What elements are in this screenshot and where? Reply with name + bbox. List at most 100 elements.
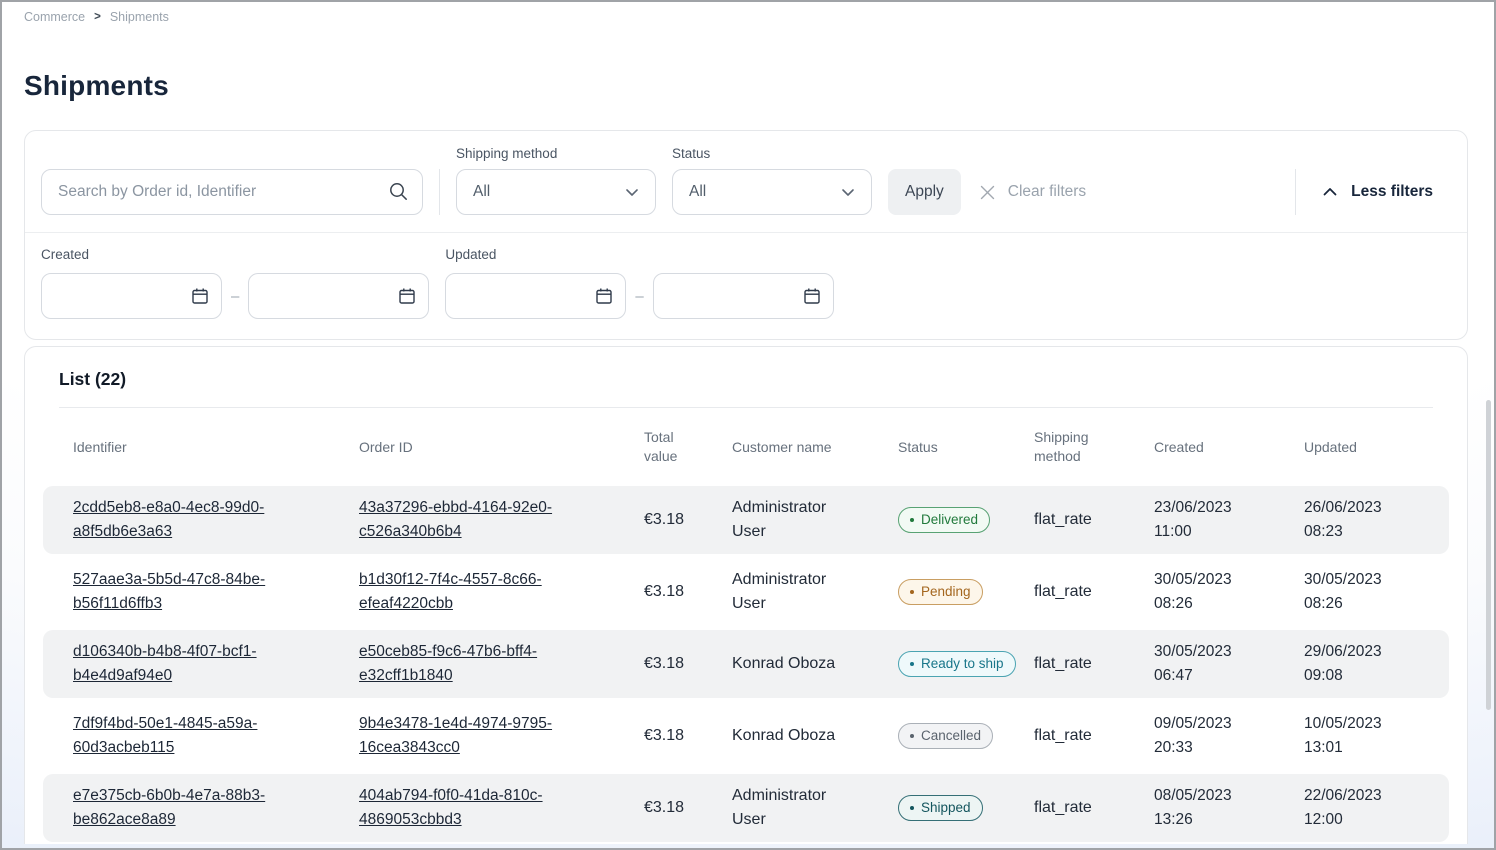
customer-name: Administrator User	[732, 571, 827, 612]
identifier-link[interactable]: d106340b-b4b8-4f07-bcf1-b4e4d9af94e0	[73, 643, 257, 684]
created-cell: 30/05/2023 06:47	[1154, 640, 1304, 688]
created-date-filter: Created –	[41, 247, 430, 339]
created-time: 20:33	[1154, 739, 1193, 756]
shipping-method-select[interactable]: All	[456, 169, 656, 215]
col-order-id: Order ID	[359, 438, 413, 455]
order-id-link[interactable]: 9b4e3478-1e4d-4974-9795-16cea3843cc0	[359, 715, 553, 756]
created-date: 30/05/2023	[1154, 571, 1232, 588]
updated-cell: 22/06/2023 12:00	[1304, 784, 1433, 832]
filters-divider	[439, 169, 440, 215]
status-cell: Shipped	[898, 795, 1034, 821]
status-filter: Status All	[672, 146, 872, 215]
calendar-icon[interactable]	[190, 286, 210, 306]
customer-name: Konrad Oboza	[732, 727, 836, 744]
clear-filters-label: Clear filters	[1007, 183, 1087, 200]
total-value: €3.18	[644, 655, 685, 672]
identifier-link[interactable]: 2cdd5eb8-e8a0-4ec8-99d0-a8f5db6e3a63	[73, 499, 265, 540]
identifier-link[interactable]: 527aae3a-5b5d-47c8-84be-b56f11d6ffb3	[73, 571, 266, 612]
table-header: Identifier Order ID Total value Customer…	[43, 408, 1449, 486]
updated-date: 30/05/2023	[1304, 571, 1382, 588]
status-badge: Ready to ship	[898, 651, 1016, 677]
search-field	[41, 169, 423, 215]
chevron-up-icon	[1320, 182, 1340, 202]
status-badge: Pending	[898, 579, 983, 605]
col-status: Status	[898, 438, 938, 455]
breadcrumb-shipments[interactable]: Shipments	[109, 10, 169, 24]
status-badge-label: Shipped	[921, 800, 971, 815]
table-row: 2cdd5eb8-e8a0-4ec8-99d0-a8f5db6e3a63 43a…	[43, 486, 1449, 554]
calendar-icon[interactable]	[594, 286, 614, 306]
status-cell: Delivered	[898, 507, 1034, 533]
identifier-link[interactable]: e7e375cb-6b0b-4e7a-88b3-be862ace8a89	[73, 787, 266, 828]
search-icon[interactable]	[388, 181, 409, 202]
order-id-link[interactable]: b1d30f12-7f4c-4557-8c66-efeaf4220cbb	[359, 571, 542, 612]
created-cell: 08/05/2023 13:26	[1154, 784, 1304, 832]
search-input[interactable]	[41, 169, 423, 215]
chevron-down-icon	[839, 183, 857, 201]
vertical-scrollbar[interactable]	[1486, 400, 1491, 710]
calendar-icon[interactable]	[397, 286, 417, 306]
status-dot-icon	[910, 733, 914, 738]
less-filters-toggle[interactable]: Less filters	[1320, 169, 1433, 215]
customer-name: Administrator User	[732, 499, 827, 540]
updated-from-input[interactable]	[445, 273, 627, 319]
total-value: €3.18	[644, 511, 685, 528]
range-dash: –	[231, 287, 240, 305]
page-title: Shipments	[24, 70, 169, 101]
created-from-input[interactable]	[41, 273, 222, 319]
created-label: Created	[41, 247, 90, 262]
shipping-method: flat_rate	[1034, 799, 1092, 816]
created-time: 06:47	[1154, 667, 1193, 684]
updated-time: 08:23	[1304, 523, 1343, 540]
order-id-link[interactable]: 404ab794-f0f0-41da-810c-4869053cbbd3	[359, 787, 543, 828]
order-id-link[interactable]: e50ceb85-f9c6-47b6-bff4-e32cff1b1840	[359, 643, 538, 684]
updated-cell: 26/06/2023 08:23	[1304, 496, 1433, 544]
status-cell: Pending	[898, 579, 1034, 605]
created-date: 30/05/2023	[1154, 643, 1232, 660]
table-body: 2cdd5eb8-e8a0-4ec8-99d0-a8f5db6e3a63 43a…	[43, 486, 1449, 842]
updated-time: 13:01	[1304, 739, 1343, 756]
updated-time: 08:26	[1304, 595, 1343, 612]
list-divider	[59, 407, 1433, 408]
calendar-icon[interactable]	[802, 286, 822, 306]
created-time: 11:00	[1154, 523, 1192, 540]
shipping-method-filter: Shipping method All	[456, 146, 656, 215]
col-created: Created	[1154, 438, 1204, 455]
updated-label: Updated	[445, 247, 497, 262]
created-date: 09/05/2023	[1154, 715, 1232, 732]
created-date: 23/06/2023	[1154, 499, 1232, 516]
status-select[interactable]: All	[672, 169, 872, 215]
created-to-input[interactable]	[248, 273, 430, 319]
order-id-link[interactable]: 43a37296-ebbd-4164-92e0-c526a340b6b4	[359, 499, 553, 540]
breadcrumb-commerce[interactable]: Commerce	[24, 10, 86, 24]
breadcrumb-separator-icon: >	[94, 11, 101, 23]
shipping-method-label: Shipping method	[456, 146, 558, 161]
col-shipping-method: Shipping method	[1034, 429, 1089, 464]
status-badge-label: Ready to ship	[921, 656, 1004, 671]
updated-cell: 10/05/2023 13:01	[1304, 712, 1433, 760]
created-cell: 23/06/2023 11:00	[1154, 496, 1304, 544]
updated-cell: 29/06/2023 09:08	[1304, 640, 1433, 688]
col-identifier: Identifier	[73, 438, 127, 455]
list-title: List (22)	[59, 369, 127, 389]
shipping-method: flat_rate	[1034, 583, 1092, 600]
close-icon	[978, 183, 997, 202]
status-badge-label: Cancelled	[921, 728, 982, 743]
col-total-value: Total value	[644, 429, 678, 464]
status-dot-icon	[910, 661, 914, 666]
apply-button[interactable]: Apply	[888, 169, 961, 215]
status-badge: Shipped	[898, 795, 983, 821]
table-row: 7df9f4bd-50e1-4845-a59a-60d3acbeb115 9b4…	[43, 702, 1449, 770]
updated-time: 12:00	[1304, 811, 1343, 828]
clear-filters-button[interactable]: Clear filters	[978, 169, 1086, 215]
less-filters-label: Less filters	[1351, 183, 1433, 200]
updated-to-input[interactable]	[652, 273, 834, 319]
status-dot-icon	[910, 517, 914, 522]
table-row: 527aae3a-5b5d-47c8-84be-b56f11d6ffb3 b1d…	[43, 558, 1449, 626]
status-badge: Cancelled	[898, 723, 994, 749]
identifier-link[interactable]: 7df9f4bd-50e1-4845-a59a-60d3acbeb115	[73, 715, 258, 756]
status-cell: Cancelled	[898, 723, 1034, 749]
created-cell: 30/05/2023 08:26	[1154, 568, 1304, 616]
shipments-list-panel: List (22) Identifier Order ID Total valu…	[24, 346, 1468, 844]
